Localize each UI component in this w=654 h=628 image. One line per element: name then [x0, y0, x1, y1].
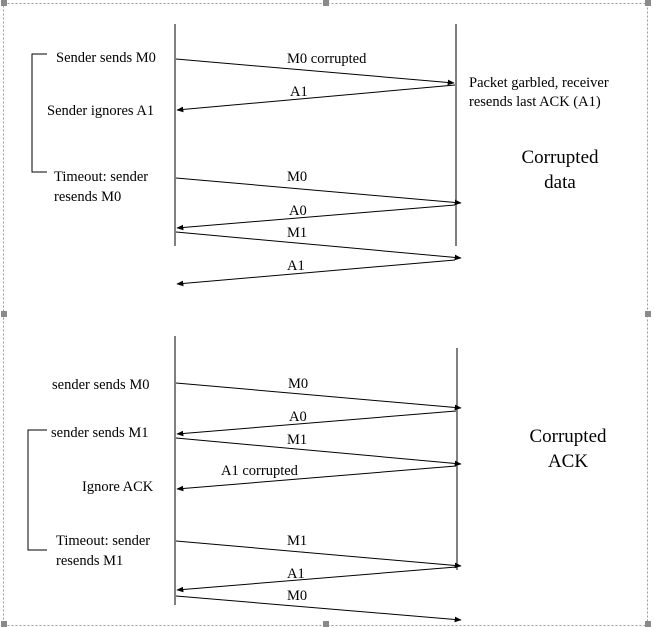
bottom-arrow-a1 [176, 566, 457, 593]
top-arrow-m1 [175, 231, 462, 261]
top-msg-m1: M1 [287, 225, 307, 241]
top-timeout-line1: Timeout: sender [54, 169, 148, 185]
bottom-arrow-m0-final [175, 595, 462, 623]
resize-handle-bottom-center[interactable] [323, 621, 329, 627]
bottom-panel: sender sends M0 sender sends M1 Ignore A… [27, 336, 607, 623]
resize-handle-bottom-right[interactable] [645, 621, 651, 627]
resize-handle-bottom-left[interactable] [1, 621, 7, 627]
bottom-msg-a1-corrupted: A1 corrupted [221, 463, 299, 479]
top-msg-a1-final: A1 [287, 258, 305, 274]
top-arrow-a1 [176, 84, 456, 113]
bottom-msg-m0-final: M0 [287, 588, 307, 604]
top-sender-ignores-a1: Sender ignores A1 [47, 103, 154, 119]
bottom-msg-m1-resend: M1 [287, 533, 307, 549]
bottom-msg-a0: A0 [289, 409, 307, 425]
resize-handle-middle-right[interactable] [645, 311, 651, 317]
resize-handle-top-center[interactable] [323, 0, 329, 6]
bottom-arrow-m1 [175, 437, 462, 467]
bottom-timeout-line1: Timeout: sender [56, 533, 150, 549]
top-msg-m0: M0 [287, 169, 307, 185]
top-timeout-line2: resends M0 [54, 189, 121, 205]
bottom-msg-a1: A1 [287, 566, 305, 582]
resize-handle-top-right[interactable] [645, 0, 651, 6]
bottom-msg-m0: M0 [288, 376, 308, 392]
bottom-title-line1: Corrupted [529, 426, 607, 447]
bottom-title-line2: ACK [548, 451, 588, 472]
bottom-arrow-m1-resend [175, 540, 462, 569]
top-arrow-a0 [176, 204, 456, 231]
bottom-ignore-ack: Ignore ACK [82, 479, 154, 495]
bottom-sender-sends-m0: sender sends M0 [52, 377, 149, 393]
top-msg-m0-corrupted: M0 corrupted [287, 51, 367, 67]
resize-handle-top-left[interactable] [1, 0, 7, 6]
top-timeout-bracket [31, 53, 47, 173]
bottom-timeout-bracket [27, 429, 47, 551]
top-title-line2: data [544, 172, 576, 193]
top-arrow-a1-final [176, 259, 456, 287]
bottom-msg-m1: M1 [287, 432, 307, 448]
top-receiver-note-line1: Packet garbled, receiver [469, 75, 609, 91]
bottom-arrow-m0 [175, 382, 462, 411]
bottom-arrow-a0 [176, 410, 457, 437]
top-receiver-note-line2: resends last ACK (A1) [469, 94, 601, 110]
top-title-line1: Corrupted [521, 147, 599, 168]
top-arrow-m0-resend [175, 177, 462, 206]
bottom-arrow-a1-corrupted [176, 465, 457, 492]
top-msg-a1: A1 [290, 84, 308, 100]
bottom-timeout-line2: resends M1 [56, 553, 123, 569]
bottom-sender-sends-m1: sender sends M1 [51, 425, 148, 441]
top-msg-a0: A0 [289, 203, 307, 219]
resize-handle-middle-left[interactable] [1, 311, 7, 317]
top-sender-sends-m0: Sender sends M0 [56, 50, 156, 66]
top-panel: Sender sends M0 Sender ignores A1 Timeou… [31, 24, 609, 287]
